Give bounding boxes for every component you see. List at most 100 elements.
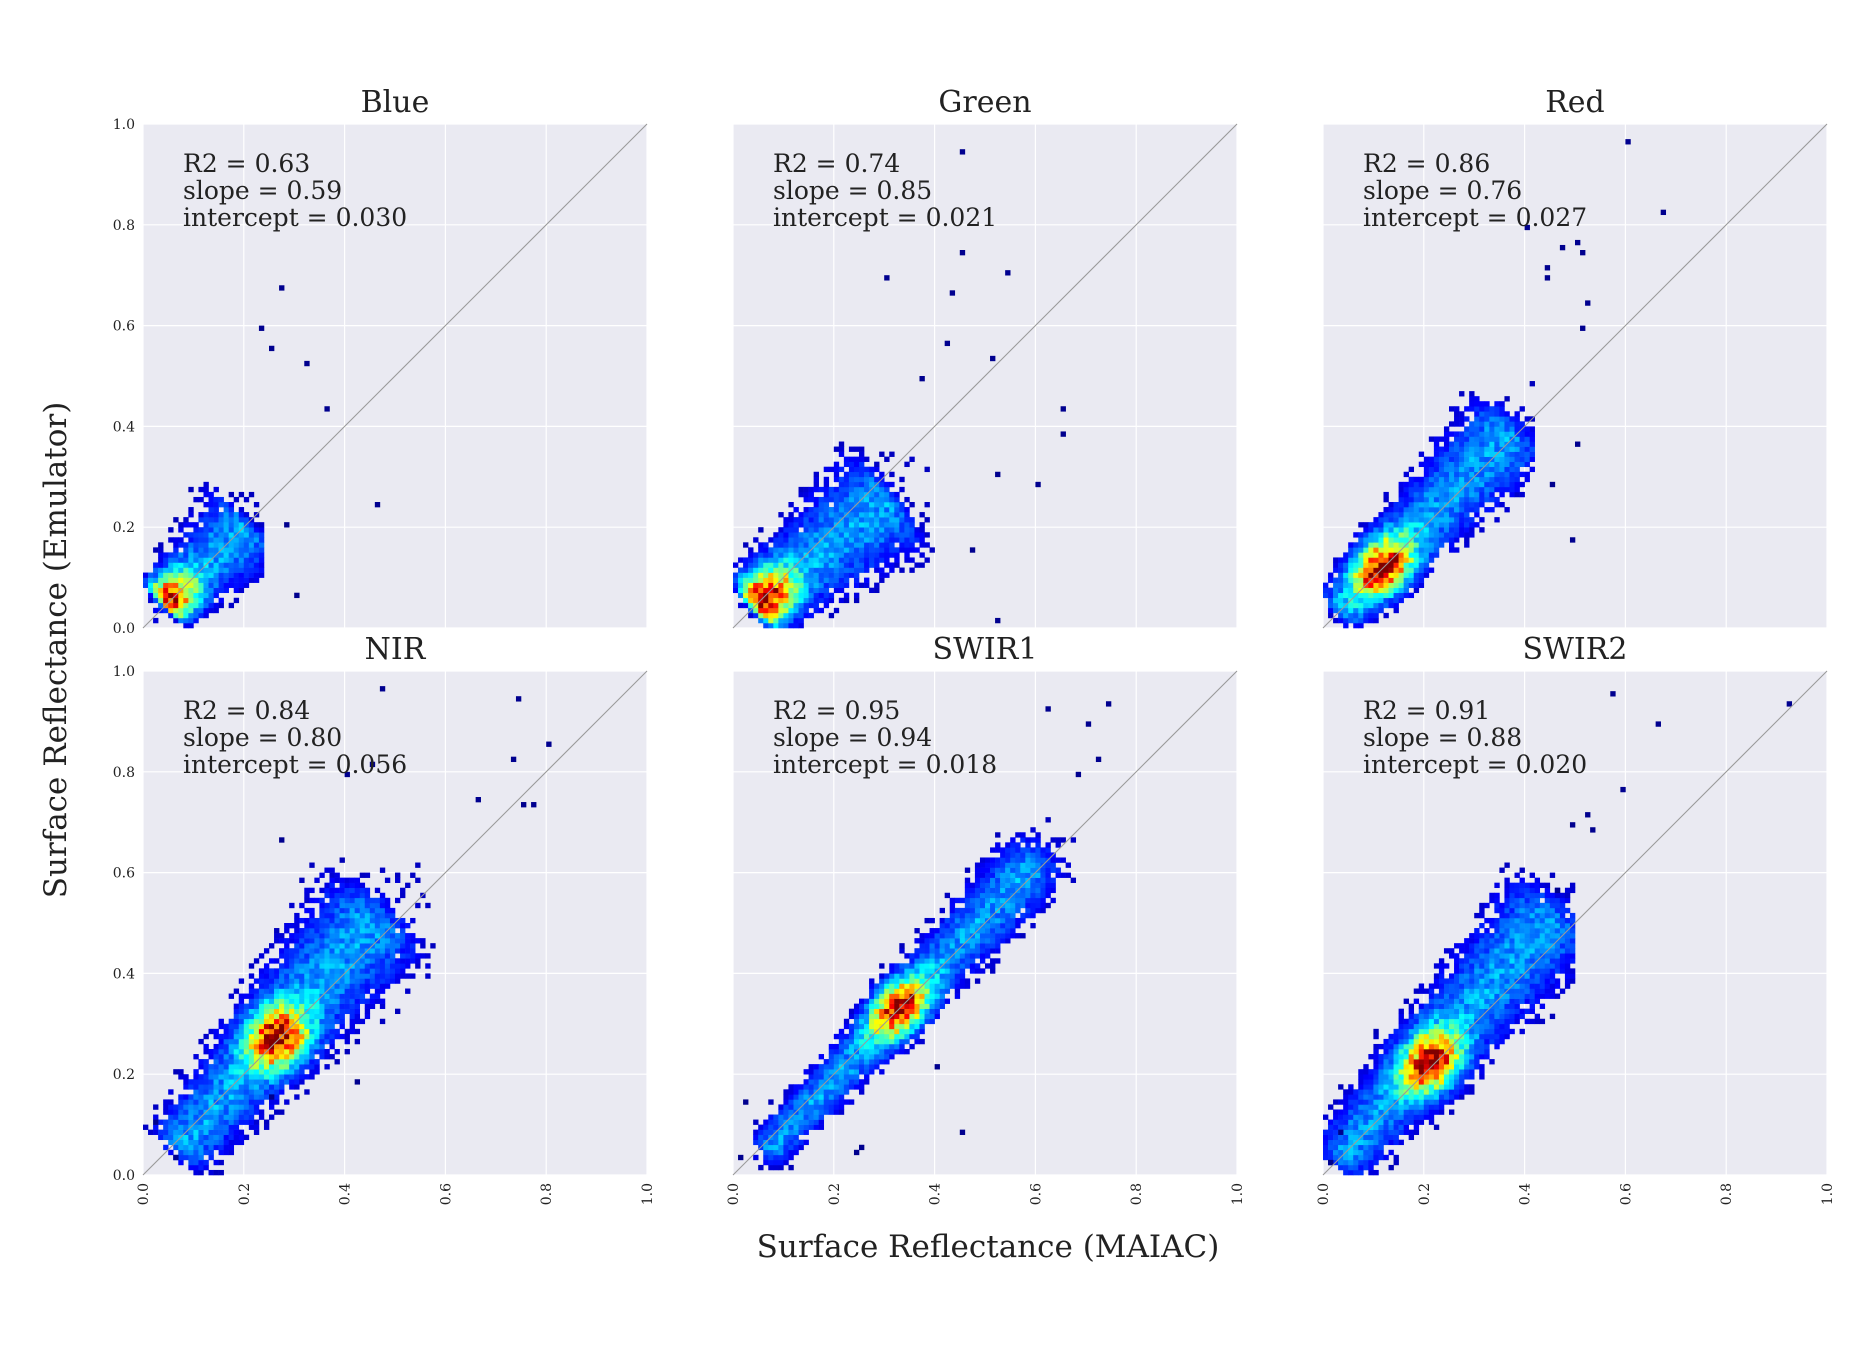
hist-bin xyxy=(884,978,890,984)
hist-bin xyxy=(758,542,764,548)
hist-bin xyxy=(233,1089,240,1095)
hist-bin xyxy=(1418,542,1425,548)
hist-bin xyxy=(889,1028,895,1035)
hist-bin xyxy=(1388,567,1394,573)
hist-bin xyxy=(1030,877,1036,883)
hist-bin xyxy=(289,902,295,909)
hist-bin xyxy=(803,522,809,528)
hist-bin xyxy=(929,983,935,989)
hist-bin xyxy=(1363,1114,1369,1120)
hist-bin xyxy=(979,943,986,949)
hist-bin xyxy=(1474,406,1480,412)
hist-bin xyxy=(1393,1084,1399,1090)
hist-bin xyxy=(1343,1114,1349,1120)
hist-bin xyxy=(324,963,330,969)
hist-bin xyxy=(778,1159,784,1166)
hist-bin xyxy=(168,612,174,619)
hist-bin xyxy=(768,562,774,568)
hist-bin xyxy=(253,1033,260,1040)
hist-bin xyxy=(823,537,830,543)
hist-bin xyxy=(233,1028,240,1035)
hist-bin xyxy=(813,1094,819,1100)
hist-bin xyxy=(274,1018,280,1025)
hist-bin xyxy=(1459,466,1465,473)
hist-bin xyxy=(228,562,235,568)
hist-bin xyxy=(168,557,174,563)
hist-bin xyxy=(879,1043,885,1050)
hist-bin xyxy=(263,1033,270,1040)
hist-bin xyxy=(753,597,759,604)
outlier-bin xyxy=(1095,756,1102,763)
y-tick-label: 0.4 xyxy=(113,966,135,982)
hist-bin xyxy=(778,547,784,553)
hist-bin xyxy=(813,1079,819,1085)
hist-bin xyxy=(218,582,224,588)
hist-bin xyxy=(773,592,779,599)
hist-bin xyxy=(1504,416,1510,422)
hist-bin xyxy=(1484,436,1490,442)
hist-bin xyxy=(218,517,224,523)
hist-bin xyxy=(1398,1049,1404,1055)
hist-bin xyxy=(329,1038,335,1045)
hist-bin xyxy=(924,542,930,548)
hist-bin xyxy=(253,1069,260,1075)
hist-bin xyxy=(919,1038,925,1045)
hist-bin xyxy=(1489,411,1495,417)
hist-bin xyxy=(208,522,214,528)
hist-bin xyxy=(793,582,799,588)
hist-bin xyxy=(859,1013,865,1020)
hist-bin xyxy=(788,1139,794,1146)
hist-bin xyxy=(1514,456,1520,462)
hist-bin xyxy=(1328,602,1334,609)
hist-bin xyxy=(1368,1109,1374,1115)
hist-bin xyxy=(1348,612,1354,619)
hist-bin xyxy=(309,963,315,969)
hist-bin xyxy=(1005,867,1011,873)
hist-bin xyxy=(1408,1028,1415,1035)
hist-bin xyxy=(1338,592,1344,599)
hist-bin xyxy=(939,973,945,979)
hist-bin xyxy=(1353,1124,1359,1130)
hist-bin xyxy=(299,1079,305,1085)
hist-bin xyxy=(334,993,340,999)
hist-bin xyxy=(1358,597,1364,604)
hist-bin xyxy=(859,476,865,483)
hist-bin xyxy=(1393,1139,1399,1146)
hist-bin xyxy=(1464,507,1470,513)
hist-bin xyxy=(1459,517,1465,523)
hist-bin xyxy=(879,502,885,508)
hist-bin xyxy=(208,1089,214,1095)
hist-bin xyxy=(768,1164,774,1171)
hist-bin xyxy=(1413,562,1420,568)
hist-bin xyxy=(848,517,855,523)
hist-bin xyxy=(395,938,401,944)
hist-bin xyxy=(304,1049,310,1055)
hist-bin xyxy=(324,867,330,873)
hist-bin xyxy=(1514,481,1520,488)
hist-bin xyxy=(813,486,819,493)
hist-bin xyxy=(188,1079,194,1085)
hist-bin xyxy=(304,1089,310,1095)
hist-bin xyxy=(1438,517,1445,523)
hist-bin xyxy=(299,963,305,969)
hist-bin xyxy=(1353,617,1359,624)
outlier-bin xyxy=(510,756,517,763)
hist-bin xyxy=(1015,877,1021,883)
hist-bin xyxy=(384,897,391,904)
hist-bin xyxy=(818,517,825,523)
hist-bin xyxy=(379,928,386,934)
hist-bin xyxy=(188,617,194,624)
hist-bin xyxy=(949,943,956,949)
hist-bin xyxy=(233,496,240,503)
hist-bin xyxy=(1464,522,1470,528)
hist-bin xyxy=(168,572,174,578)
hist-bin xyxy=(188,1084,194,1090)
hist-bin xyxy=(1323,1149,1329,1156)
hist-bin xyxy=(329,993,335,999)
hist-bin xyxy=(218,1079,224,1085)
hist-bin xyxy=(748,572,754,578)
hist-bin xyxy=(889,1054,895,1060)
outlier-bin xyxy=(279,837,285,843)
hist-bin xyxy=(768,602,774,609)
hist-bin xyxy=(1474,401,1480,407)
